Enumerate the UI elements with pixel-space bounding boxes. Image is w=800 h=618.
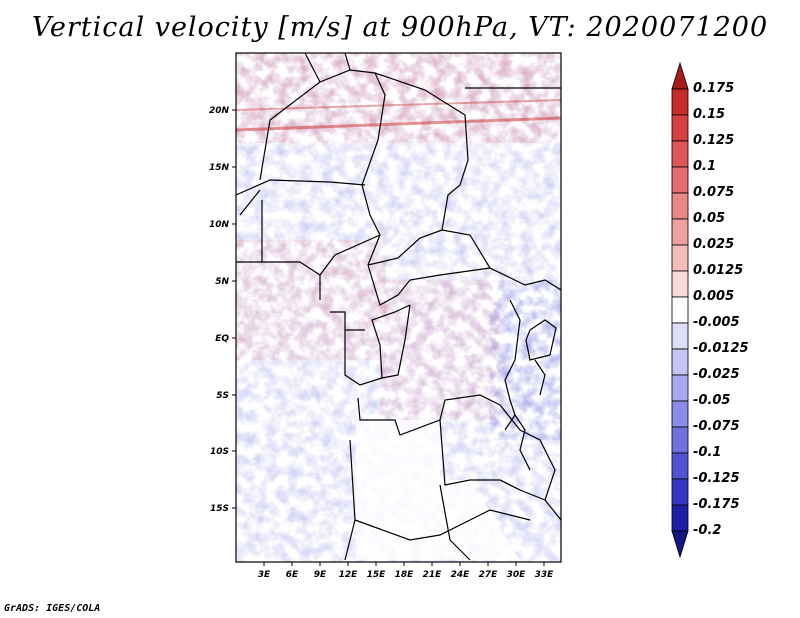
colorbar-swatch (671, 218, 689, 246)
lon-label: 9E (314, 570, 327, 580)
colorbar-swatch (671, 140, 689, 168)
lon-label: 15E (367, 570, 387, 580)
colorbar-swatch (671, 374, 689, 402)
colorbar-label: -0.05 (693, 393, 730, 408)
colorbar-swatch (671, 452, 689, 480)
colorbar-label: 0.1 (693, 159, 716, 174)
lat-label: 15S (210, 504, 229, 514)
colorbar-label: -0.1 (693, 445, 721, 460)
lat-label: 20N (209, 106, 230, 116)
lon-label: 6E (286, 570, 299, 580)
lon-label: 30E (507, 570, 527, 580)
colorbar-label: -0.0125 (693, 341, 749, 356)
colorbar-swatch (671, 270, 689, 298)
colorbar-label: -0.125 (693, 471, 740, 486)
colorbar-label: 0.0125 (693, 263, 743, 278)
colorbar-top-arrow (671, 61, 689, 90)
lat-label: EQ (215, 334, 229, 344)
colorbar-label: -0.025 (693, 367, 740, 382)
colorbar-swatch (671, 166, 689, 194)
colorbar-label: 0.025 (693, 237, 734, 252)
colorbar-label: -0.075 (693, 419, 740, 434)
velocity-field (236, 53, 561, 562)
colorbar-swatch (671, 478, 689, 506)
lon-label: 12E (339, 570, 359, 580)
lat-label: 5S (216, 391, 229, 401)
lon-label: 33E (535, 570, 555, 580)
lat-label: 10S (210, 447, 229, 457)
colorbar-label: 0.175 (693, 81, 734, 96)
map-frame (235, 52, 562, 563)
colorbar-swatch (671, 114, 689, 142)
colorbar: 0.175 0.15 0.125 0.1 0.075 0.05 0.025 0.… (671, 61, 749, 559)
footer-credit: GrADS: IGES/COLA (4, 603, 101, 614)
colorbar-label: 0.05 (693, 211, 725, 226)
map-plot-area: 20N 15N 10N 5N EQ 5S 10S 15S 3E 6E 9E 12… (209, 52, 562, 580)
colorbar-labels: 0.175 0.15 0.125 0.1 0.075 0.05 0.025 0.… (693, 81, 749, 538)
colorbar-swatch (671, 348, 689, 376)
colorbar-label: 0.075 (693, 185, 734, 200)
colorbar-swatch (671, 400, 689, 428)
map-title: Vertical velocity [m/s] at 900hPa, VT: 2… (31, 12, 769, 43)
lon-label: 24E (451, 570, 471, 580)
colorbar-swatch (671, 296, 689, 324)
lat-label: 10N (209, 220, 230, 230)
lon-label: 21E (423, 570, 443, 580)
colorbar-swatches (671, 61, 689, 559)
lat-axis: 20N 15N 10N 5N EQ 5S 10S 15S (209, 106, 236, 514)
colorbar-label: -0.005 (693, 315, 740, 330)
lat-label: 15N (209, 163, 230, 173)
colorbar-label: -0.2 (693, 523, 721, 538)
country-borders (236, 53, 561, 561)
colorbar-label: 0.005 (693, 289, 734, 304)
lon-axis: 3E 6E 9E 12E 15E 18E 21E 24E 27E 30E 33E (258, 562, 554, 580)
colorbar-label: -0.175 (693, 497, 740, 512)
lon-label: 18E (395, 570, 415, 580)
colorbar-label: 0.125 (693, 133, 734, 148)
lon-label: 27E (479, 570, 499, 580)
colorbar-label: 0.15 (693, 107, 725, 122)
lat-label: 5N (215, 277, 229, 287)
colorbar-swatch (671, 192, 689, 220)
lon-label: 3E (258, 570, 271, 580)
colorbar-swatch (671, 88, 689, 116)
colorbar-swatch (671, 244, 689, 272)
colorbar-swatch (671, 426, 689, 454)
colorbar-swatch (671, 504, 689, 532)
colorbar-swatch (671, 322, 689, 350)
colorbar-bottom-arrow (671, 530, 689, 559)
